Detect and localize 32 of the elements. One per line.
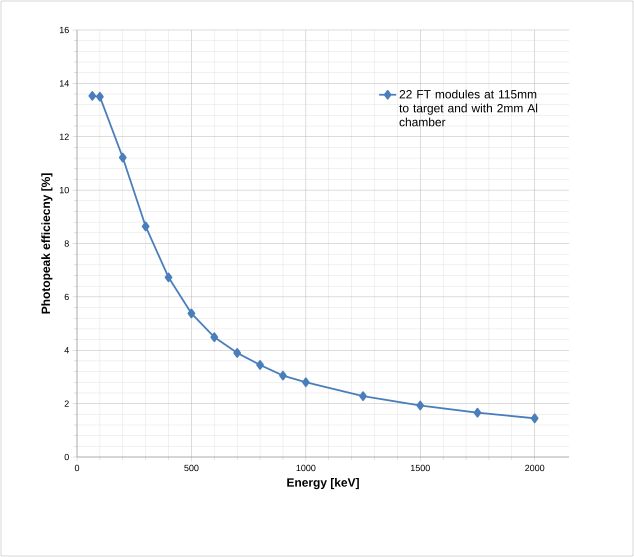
point — [279, 370, 287, 380]
x-tick-label: 1500 — [410, 464, 430, 472]
point — [88, 91, 96, 101]
y-axis-title: Photopeak efficiecny [%] — [41, 173, 52, 314]
point — [302, 377, 310, 388]
y-tick-label: 6 — [64, 294, 69, 300]
y-tick-label: 4 — [64, 347, 69, 354]
y-tick-label: 2 — [64, 400, 69, 407]
y-tick-label: 12 — [60, 134, 69, 140]
x-tick-label: 1000 — [296, 464, 316, 472]
point — [96, 92, 104, 102]
x-tick-label: 2000 — [525, 464, 544, 472]
point — [474, 408, 482, 418]
point — [416, 400, 424, 410]
point — [233, 348, 242, 358]
point — [256, 360, 264, 370]
point — [359, 391, 367, 402]
y-tick-label: 0 — [64, 454, 69, 460]
point — [530, 413, 539, 424]
point — [210, 332, 218, 342]
x-tick-label: 0 — [74, 464, 80, 472]
legend-label: 22 FT modules at 115mm to target and with 2mm Al chamber — [399, 90, 538, 126]
y-tick-label: 16 — [60, 26, 69, 34]
point — [118, 152, 127, 162]
y-tick-label: 10 — [60, 186, 69, 194]
point — [164, 272, 172, 282]
y-tick-label: 8 — [64, 240, 69, 247]
y-tick-label: 14 — [60, 80, 69, 86]
x-tick-label: 500 — [184, 464, 199, 472]
point — [142, 222, 150, 232]
x-axis-title: Energy [keV] — [287, 478, 359, 490]
point — [188, 308, 196, 318]
